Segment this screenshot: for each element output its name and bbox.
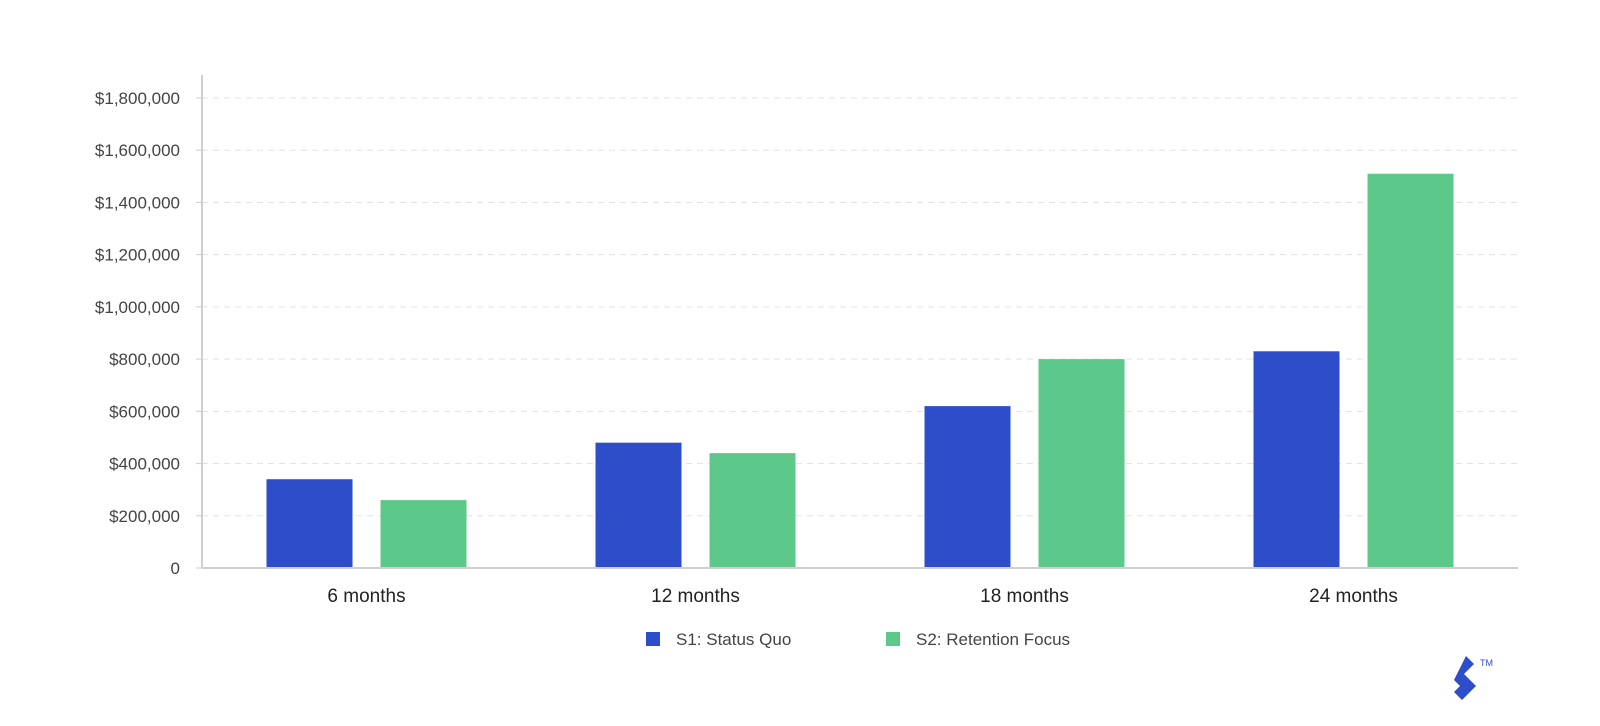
bar-1-3 [924, 406, 1011, 568]
y-axis-ticks: 0 $200,000 $400,000 $600,000 $800,000 $1,000,… [95, 89, 202, 578]
y-tick-label: $800,000 [109, 350, 180, 369]
legend-swatch [646, 632, 660, 646]
trademark-mark: TM [1480, 658, 1493, 668]
x-category-label: 12 months [651, 586, 740, 607]
y-tick-label: 0 [171, 559, 180, 578]
y-tick-label: $1,800,000 [95, 89, 180, 108]
y-tick-label: $1,200,000 [95, 246, 180, 265]
y-tick-label: $1,400,000 [95, 193, 180, 212]
bar-1-1 [266, 479, 353, 568]
bars [266, 173, 1454, 568]
legend-label: S1: Status Quo [676, 630, 791, 649]
bar-1-2 [595, 442, 682, 568]
legend-label: S2: Retention Focus [916, 630, 1070, 649]
bar-2-3 [1038, 359, 1125, 568]
x-category-label: 18 months [980, 586, 1069, 607]
legend: S1: Status Quo S2: Retention Focus [646, 630, 1070, 649]
y-tick-label: $1,600,000 [95, 141, 180, 160]
y-tick-label: $600,000 [109, 402, 180, 421]
y-tick-label: $400,000 [109, 455, 180, 474]
toptal-logo-icon: TM [1454, 656, 1493, 700]
y-tick-label: $200,000 [109, 507, 180, 526]
y-tick-label: $1,000,000 [95, 298, 180, 317]
x-axis-categories: 6 months 12 months 18 months 24 months [327, 586, 1397, 607]
legend-swatch [886, 632, 900, 646]
bar-1-4 [1253, 351, 1340, 568]
x-category-label: 24 months [1309, 586, 1398, 607]
bar-2-1 [380, 500, 467, 568]
bar-2-4 [1367, 173, 1454, 568]
bar-2-2 [709, 453, 796, 568]
x-category-label: 6 months [327, 586, 405, 607]
